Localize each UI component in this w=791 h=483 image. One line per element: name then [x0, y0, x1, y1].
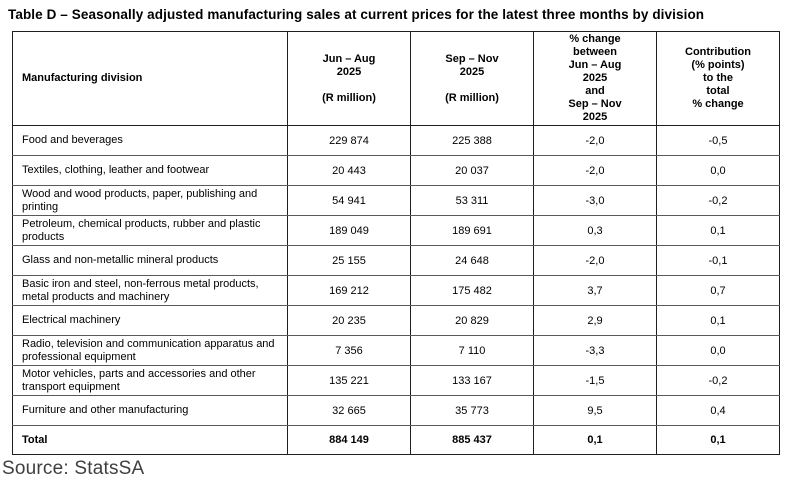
- total-row: Total 884 149 885 437 0,1 0,1: [12, 425, 780, 455]
- contribution-cell: 0,1: [656, 305, 780, 336]
- table-title: Table D – Seasonally adjusted manufactur…: [8, 7, 705, 22]
- table-row: Motor vehicles, parts and accessories an…: [12, 365, 780, 396]
- division-cell: Radio, television and communication appa…: [12, 335, 288, 366]
- contribution-cell: -0,2: [656, 185, 780, 216]
- table-row: Petroleum, chemical products, rubber and…: [12, 215, 780, 246]
- manufacturing-sales-table: Manufacturing division Jun – Aug 2025 (R…: [12, 31, 780, 455]
- jun-aug-cell: 20 443: [287, 155, 411, 186]
- table-row: Wood and wood products, paper, publishin…: [12, 185, 780, 216]
- header-contribution: Contribution (% points) to the total % c…: [656, 31, 780, 126]
- pct-change-cell: -3,0: [533, 185, 657, 216]
- contribution-cell: 0,4: [656, 395, 780, 426]
- table-row: Radio, television and communication appa…: [12, 335, 780, 366]
- pct-change-cell: 2,9: [533, 305, 657, 336]
- division-cell: Furniture and other manufacturing: [12, 395, 288, 426]
- jun-aug-cell: 169 212: [287, 275, 411, 306]
- header-sep-nov-2025: Sep – Nov 2025 (R million): [410, 31, 534, 126]
- sep-nov-cell: 53 311: [410, 185, 534, 216]
- table-row: Textiles, clothing, leather and footwear…: [12, 155, 780, 186]
- jun-aug-cell: 189 049: [287, 215, 411, 246]
- sep-nov-cell: 20 829: [410, 305, 534, 336]
- jun-aug-cell: 20 235: [287, 305, 411, 336]
- total-pct-change-cell: 0,1: [533, 425, 657, 455]
- division-cell: Textiles, clothing, leather and footwear: [12, 155, 288, 186]
- pct-change-cell: 0,3: [533, 215, 657, 246]
- sep-nov-cell: 175 482: [410, 275, 534, 306]
- sep-nov-cell: 35 773: [410, 395, 534, 426]
- sep-nov-cell: 24 648: [410, 245, 534, 276]
- contribution-cell: -0,2: [656, 365, 780, 396]
- header-pct-change: % change between Jun – Aug 2025 and Sep …: [533, 31, 657, 126]
- jun-aug-cell: 229 874: [287, 125, 411, 156]
- total-sep-nov-cell: 885 437: [410, 425, 534, 455]
- division-cell: Electrical machinery: [12, 305, 288, 336]
- sep-nov-cell: 7 110: [410, 335, 534, 366]
- sep-nov-cell: 20 037: [410, 155, 534, 186]
- table-footer: Total 884 149 885 437 0,1 0,1: [12, 425, 780, 455]
- source-note: Source: StatsSA: [2, 458, 145, 479]
- jun-aug-cell: 32 665: [287, 395, 411, 426]
- pct-change-cell: -3,3: [533, 335, 657, 366]
- division-cell: Glass and non-metallic mineral products: [12, 245, 288, 276]
- total-label-cell: Total: [12, 425, 288, 455]
- header-jun-aug-2025: Jun – Aug 2025 (R million): [287, 31, 411, 126]
- sep-nov-cell: 133 167: [410, 365, 534, 396]
- division-cell: Wood and wood products, paper, publishin…: [12, 185, 288, 216]
- pct-change-cell: -2,0: [533, 245, 657, 276]
- contribution-cell: 0,1: [656, 215, 780, 246]
- pct-change-cell: 9,5: [533, 395, 657, 426]
- contribution-cell: 0,0: [656, 335, 780, 366]
- sep-nov-cell: 189 691: [410, 215, 534, 246]
- contribution-cell: 0,7: [656, 275, 780, 306]
- division-cell: Food and beverages: [12, 125, 288, 156]
- contribution-cell: 0,0: [656, 155, 780, 186]
- jun-aug-cell: 7 356: [287, 335, 411, 366]
- division-cell: Petroleum, chemical products, rubber and…: [12, 215, 288, 246]
- table-header: Manufacturing division Jun – Aug 2025 (R…: [12, 31, 780, 126]
- total-jun-aug-cell: 884 149: [287, 425, 411, 455]
- contribution-cell: -0,5: [656, 125, 780, 156]
- table-row: Basic iron and steel, non-ferrous metal …: [12, 275, 780, 306]
- jun-aug-cell: 25 155: [287, 245, 411, 276]
- sep-nov-cell: 225 388: [410, 125, 534, 156]
- table-row: Glass and non-metallic mineral products 2…: [12, 245, 780, 276]
- contribution-cell: -0,1: [656, 245, 780, 276]
- table-row: Furniture and other manufacturing 32 665 3…: [12, 395, 780, 426]
- pct-change-cell: -2,0: [533, 155, 657, 186]
- pct-change-cell: -2,0: [533, 125, 657, 156]
- jun-aug-cell: 54 941: [287, 185, 411, 216]
- table-row: Electrical machinery 20 235 20 829 2,9 0,1: [12, 305, 780, 336]
- table-body: Food and beverages 229 874 225 388 -2,0 -0,5…: [12, 125, 780, 426]
- header-row: Manufacturing division Jun – Aug 2025 (R…: [12, 31, 780, 126]
- table-row: Food and beverages 229 874 225 388 -2,0 -0,5: [12, 125, 780, 156]
- division-cell: Motor vehicles, parts and accessories an…: [12, 365, 288, 396]
- pct-change-cell: 3,7: [533, 275, 657, 306]
- header-manufacturing-division: Manufacturing division: [12, 31, 288, 126]
- total-contribution-cell: 0,1: [656, 425, 780, 455]
- pct-change-cell: -1,5: [533, 365, 657, 396]
- division-cell: Basic iron and steel, non-ferrous metal …: [12, 275, 288, 306]
- jun-aug-cell: 135 221: [287, 365, 411, 396]
